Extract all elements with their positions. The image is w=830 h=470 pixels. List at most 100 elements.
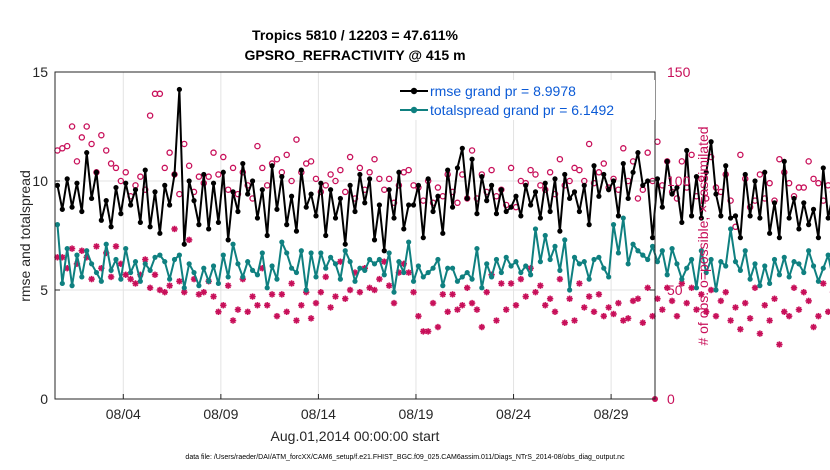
rmse-point (786, 215, 792, 221)
rmse-point (464, 195, 470, 202)
chart-title-line2: GPSRO_REFRACTIVITY @ 415 m (244, 47, 465, 63)
obs-assimilated-marker (112, 243, 120, 250)
obs-assimilated-marker (668, 297, 676, 305)
obs-possible-marker (810, 175, 817, 183)
totalspread-point (406, 239, 412, 245)
rmse-point (357, 171, 363, 178)
totalspread-point (542, 232, 548, 239)
y-left-tick-label: 15 (32, 64, 48, 80)
rmse-point (162, 182, 168, 188)
asterisk-stroke (581, 304, 588, 311)
totalspread-point (679, 276, 685, 282)
rmse-point (74, 180, 80, 186)
obs-assimilated-marker (268, 291, 276, 298)
rmse-point (445, 167, 451, 173)
x-tick-label: 08/14 (301, 406, 336, 422)
rmse-point (206, 226, 212, 232)
totalspread-point (181, 285, 187, 291)
rmse-point (669, 191, 675, 197)
totalspread-point (132, 259, 139, 265)
obs-assimilated-marker (644, 284, 651, 292)
obs-assimilated-marker (220, 302, 227, 309)
rmse-point (664, 158, 670, 164)
asterisk-stroke (688, 284, 695, 291)
rmse-point (113, 184, 119, 191)
totalspread-point (191, 269, 197, 276)
obs-possible-marker (205, 173, 212, 180)
asterisk-stroke (654, 295, 661, 302)
totalspread-point (659, 248, 665, 254)
legend-rmse-label: rmse grand pr = 8.9978 (430, 83, 576, 99)
obs-assimilated-marker (356, 288, 364, 296)
rmse-point (98, 217, 104, 223)
rmse-point (503, 208, 509, 215)
legend-box (393, 80, 655, 120)
rmse-point (684, 147, 690, 154)
rmse-point (796, 226, 802, 232)
rmse-point (542, 180, 548, 186)
obs-assimilated-marker (610, 310, 617, 318)
totalspread-point (157, 252, 163, 258)
legend: rmse grand pr = 8.9978 totalspread grand… (393, 80, 655, 120)
asterisk-stroke (113, 243, 119, 250)
obs-assimilated-marker (156, 286, 164, 294)
asterisk-stroke (737, 326, 744, 333)
totalspread-point (108, 267, 114, 273)
asterisk-stroke (381, 258, 388, 265)
obs-possible-marker (185, 162, 193, 169)
rmse-point (810, 206, 817, 212)
obs-assimilated-marker (405, 269, 412, 276)
rmse-point (123, 180, 129, 186)
totalspread-point (264, 285, 270, 291)
rmse-point (152, 189, 158, 195)
asterisk-stroke (439, 291, 446, 298)
asterisk-stroke (147, 284, 153, 291)
rmse-point (757, 215, 763, 221)
totalspread-point (464, 269, 470, 276)
asterisk-stroke (600, 313, 607, 320)
x-tick-label: 08/09 (203, 406, 238, 422)
obs-assimilated-marker (605, 304, 612, 311)
asterisk-stroke (761, 302, 768, 309)
totalspread-point (449, 265, 456, 271)
obs-possible-marker (371, 155, 378, 163)
asterisk-stroke (478, 324, 485, 330)
obs-assimilated-marker (473, 306, 481, 313)
obs-possible-marker (766, 179, 773, 187)
obs-possible-marker (307, 158, 315, 165)
asterisk-stroke (152, 271, 158, 278)
asterisk-stroke (54, 254, 61, 261)
asterisk-stroke (791, 284, 797, 291)
totalspread-point (386, 250, 392, 256)
obs-assimilated-marker (424, 328, 432, 335)
obs-possible-marker (698, 175, 705, 183)
totalspread-point (606, 274, 612, 280)
rmse-point (103, 198, 109, 204)
obs-possible-marker (634, 195, 642, 202)
obs-assimilated-marker (693, 306, 700, 313)
obs-assimilated-marker (454, 306, 461, 313)
obs-assimilated-marker (585, 293, 593, 300)
obs-assimilated-marker (264, 302, 271, 309)
rmse-point (406, 202, 412, 208)
obs-possible-marker (210, 149, 217, 156)
totalspread-point (98, 278, 104, 284)
rmse-point (298, 167, 304, 173)
obs-assimilated-marker (654, 295, 661, 302)
rmse-point (469, 156, 475, 162)
rmse-point (518, 213, 524, 219)
rmse-point (430, 208, 436, 215)
obs-assimilated-marker (278, 291, 286, 298)
totalspread-point (493, 256, 500, 263)
totalspread-point (508, 263, 514, 269)
rmse-point (288, 193, 295, 199)
rmse-point (235, 208, 241, 215)
totalspread-point (552, 243, 558, 249)
obs-assimilated-marker (449, 291, 456, 298)
totalspread-point (318, 250, 324, 256)
totalspread-point (669, 245, 675, 252)
obs-assimilated-marker (766, 317, 773, 324)
rmse-point (410, 202, 417, 208)
obs-possible-marker (366, 169, 373, 176)
asterisk-stroke (722, 289, 729, 296)
